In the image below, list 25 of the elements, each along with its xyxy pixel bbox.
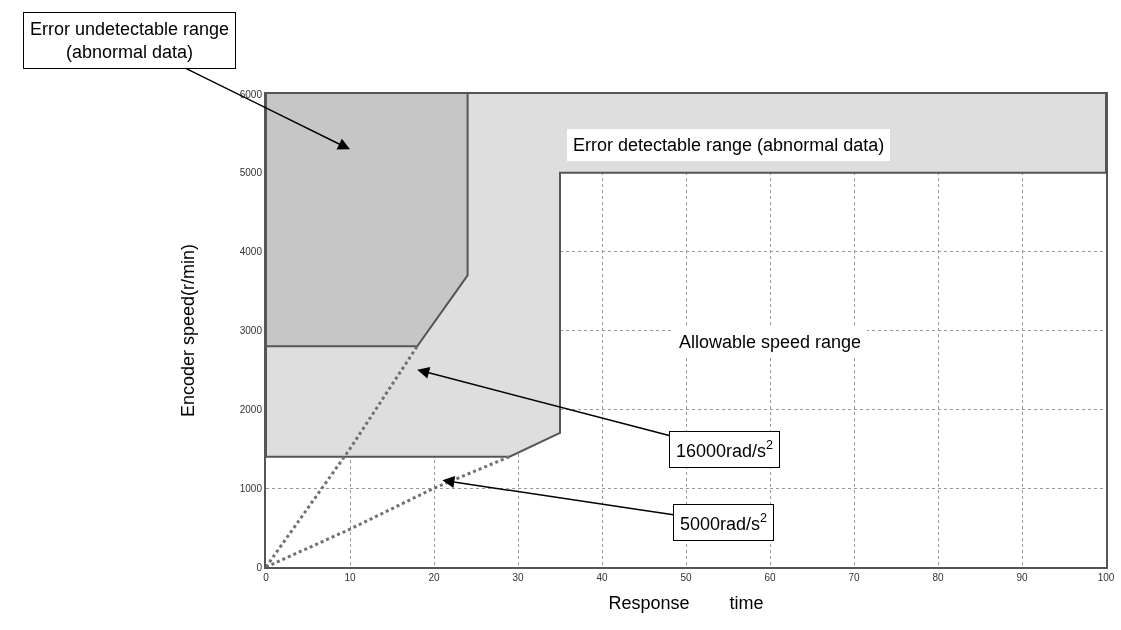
y-tick-label: 2000: [239, 403, 263, 415]
x-tick-label: 0: [263, 572, 270, 583]
x-tick-label: 100: [1097, 572, 1115, 583]
x-tick-label: 90: [1016, 572, 1028, 583]
annotation: Allowable speed range: [679, 332, 862, 352]
annotation: 16000rad/s$^{2}$: [676, 438, 774, 461]
x-tick-label: 30: [512, 572, 524, 583]
x-tick-label: 10: [344, 572, 356, 583]
x-tick-label: 40: [596, 572, 608, 583]
y-tick-label: 1000: [239, 482, 263, 494]
y-tick-label: 4000: [239, 246, 263, 258]
x-tick-label: 80: [932, 572, 944, 583]
y-tick-label: 5000: [239, 167, 263, 179]
x-tick-label: 60: [764, 572, 776, 583]
annotation: Error detectable range (abnormal data): [573, 135, 885, 155]
x-axis-title: Response time: [608, 592, 764, 613]
y-tick-label: 3000: [239, 325, 263, 336]
y-axis-title: Encoder speed(r/min): [178, 243, 199, 418]
y-tick-label: 6000: [239, 88, 263, 100]
annotation: 5000rad/s$^{2}$: [680, 511, 768, 534]
x-tick-label: 20: [428, 572, 440, 583]
x-tick-label: 50: [680, 572, 692, 583]
y-tick-label: 0: [256, 561, 263, 573]
text: Error undetectable range (abnormal data): [30, 19, 230, 63]
x-tick-label: 70: [848, 572, 860, 583]
